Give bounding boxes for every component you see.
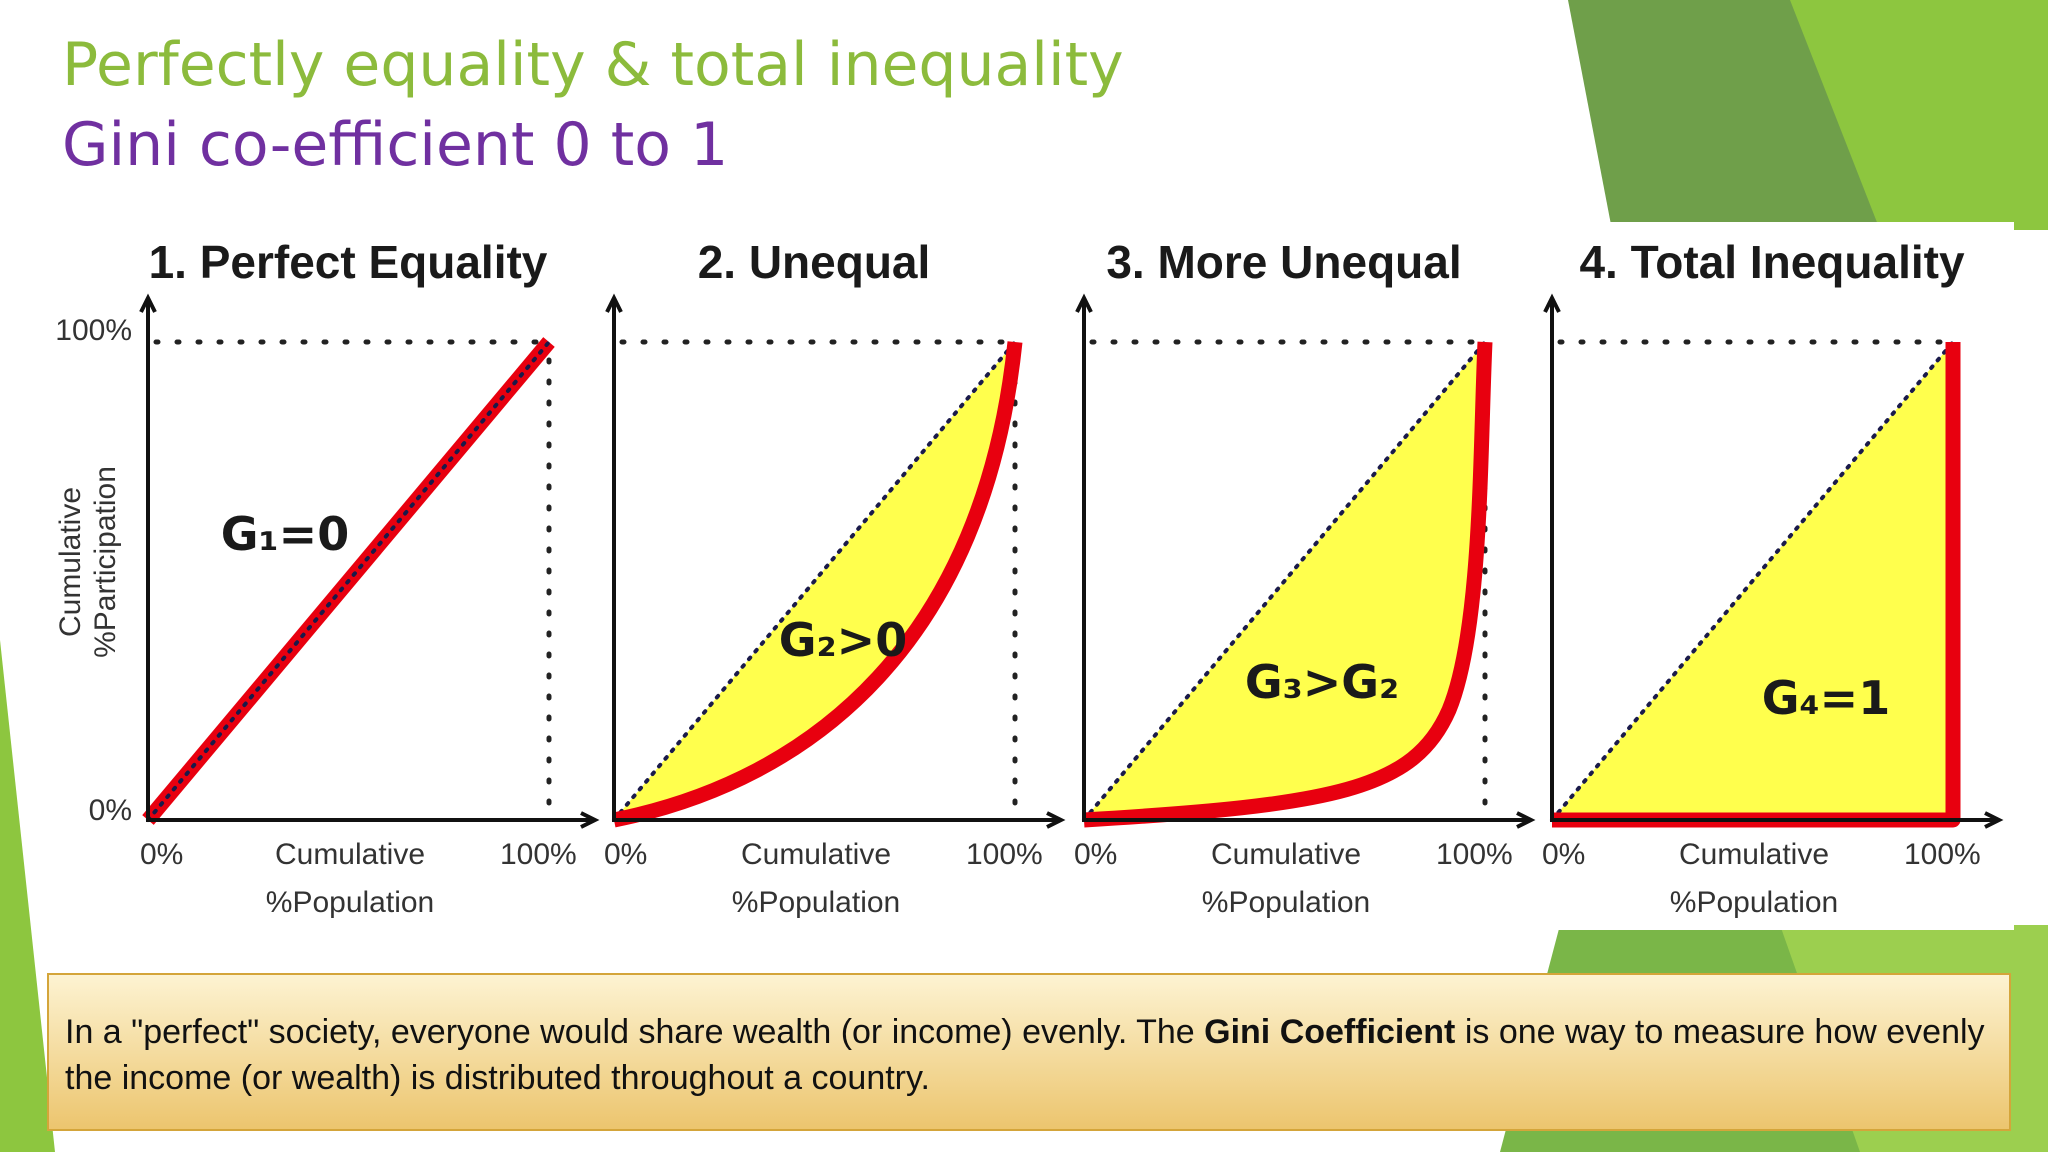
x-start: 0% <box>140 838 183 871</box>
equality-line <box>146 340 551 822</box>
x-title-line1: Cumulative <box>275 838 425 871</box>
title-line1: Perfectly equality & total inequality <box>62 30 1124 100</box>
axes <box>1075 293 1536 829</box>
axes <box>1543 293 2004 829</box>
x-title-line2: %Population <box>1202 886 1370 919</box>
gini-label: G₄=1 <box>1762 671 1890 725</box>
gini-label: G₃>G₂ <box>1245 655 1399 709</box>
panel: 3. More Unequal G₃>G₂ 0% 100% Cumulative… <box>1074 236 1536 919</box>
caption-text: In a "perfect" society, everyone would s… <box>65 1013 1205 1051</box>
y-title-line2: %Participation <box>89 466 122 658</box>
decor-top-light <box>1790 0 2048 230</box>
panel: 1. Perfect Equality G₁=0 0% 100% Cumulat… <box>139 236 600 919</box>
x-title-line2: %Population <box>732 886 900 919</box>
x-title-line1: Cumulative <box>1211 838 1361 871</box>
decor-left <box>0 640 55 1152</box>
panel: 4. Total Inequality G₄=1 0% 100% Cumulat… <box>1542 236 2004 919</box>
x-start: 0% <box>1542 838 1585 871</box>
axes <box>139 293 600 829</box>
x-title-line1: Cumulative <box>741 838 891 871</box>
panel-title: 1. Perfect Equality <box>149 236 548 288</box>
caption-bold: Gini Coefficient <box>1204 1013 1456 1051</box>
x-start: 0% <box>1074 838 1117 871</box>
y-title-line1: Cumulative <box>54 487 87 637</box>
x-end: 100% <box>966 838 1043 871</box>
x-start: 0% <box>604 838 647 871</box>
gini-label: G₁=0 <box>221 507 349 561</box>
x-title-line2: %Population <box>266 886 434 919</box>
lorenz-curve <box>612 341 1023 828</box>
panel-title: 2. Unequal <box>698 236 931 288</box>
panel-title: 4. Total Inequality <box>1579 236 1965 288</box>
title-line2: Gini co-efficient 0 to 1 <box>62 110 728 180</box>
caption-text: is one way to measure how evenly the inc… <box>65 1013 1985 1097</box>
x-end: 100% <box>1436 838 1513 871</box>
panel-title: 3. More Unequal <box>1106 236 1461 288</box>
x-end: 100% <box>500 838 577 871</box>
x-title-line2: %Population <box>1670 886 1838 919</box>
x-end: 100% <box>1904 838 1981 871</box>
equality-line <box>612 340 1017 822</box>
panel: 2. Unequal G₂>0 0% 100% Cumulative %Popu… <box>604 236 1066 919</box>
lorenz-curve <box>1083 341 1493 828</box>
caption-box: In a "perfect" society, everyone would s… <box>47 973 2011 1131</box>
equality-line <box>1082 340 1487 822</box>
y-bottom-label: 0% <box>89 794 132 827</box>
y-top-label: 100% <box>55 314 132 347</box>
x-title-line1: Cumulative <box>1679 838 1829 871</box>
gini-label: G₂>0 <box>779 613 907 667</box>
y-title: Cumulative %Participation <box>54 466 122 658</box>
axes <box>605 293 1066 829</box>
equality-line <box>1550 340 1955 822</box>
